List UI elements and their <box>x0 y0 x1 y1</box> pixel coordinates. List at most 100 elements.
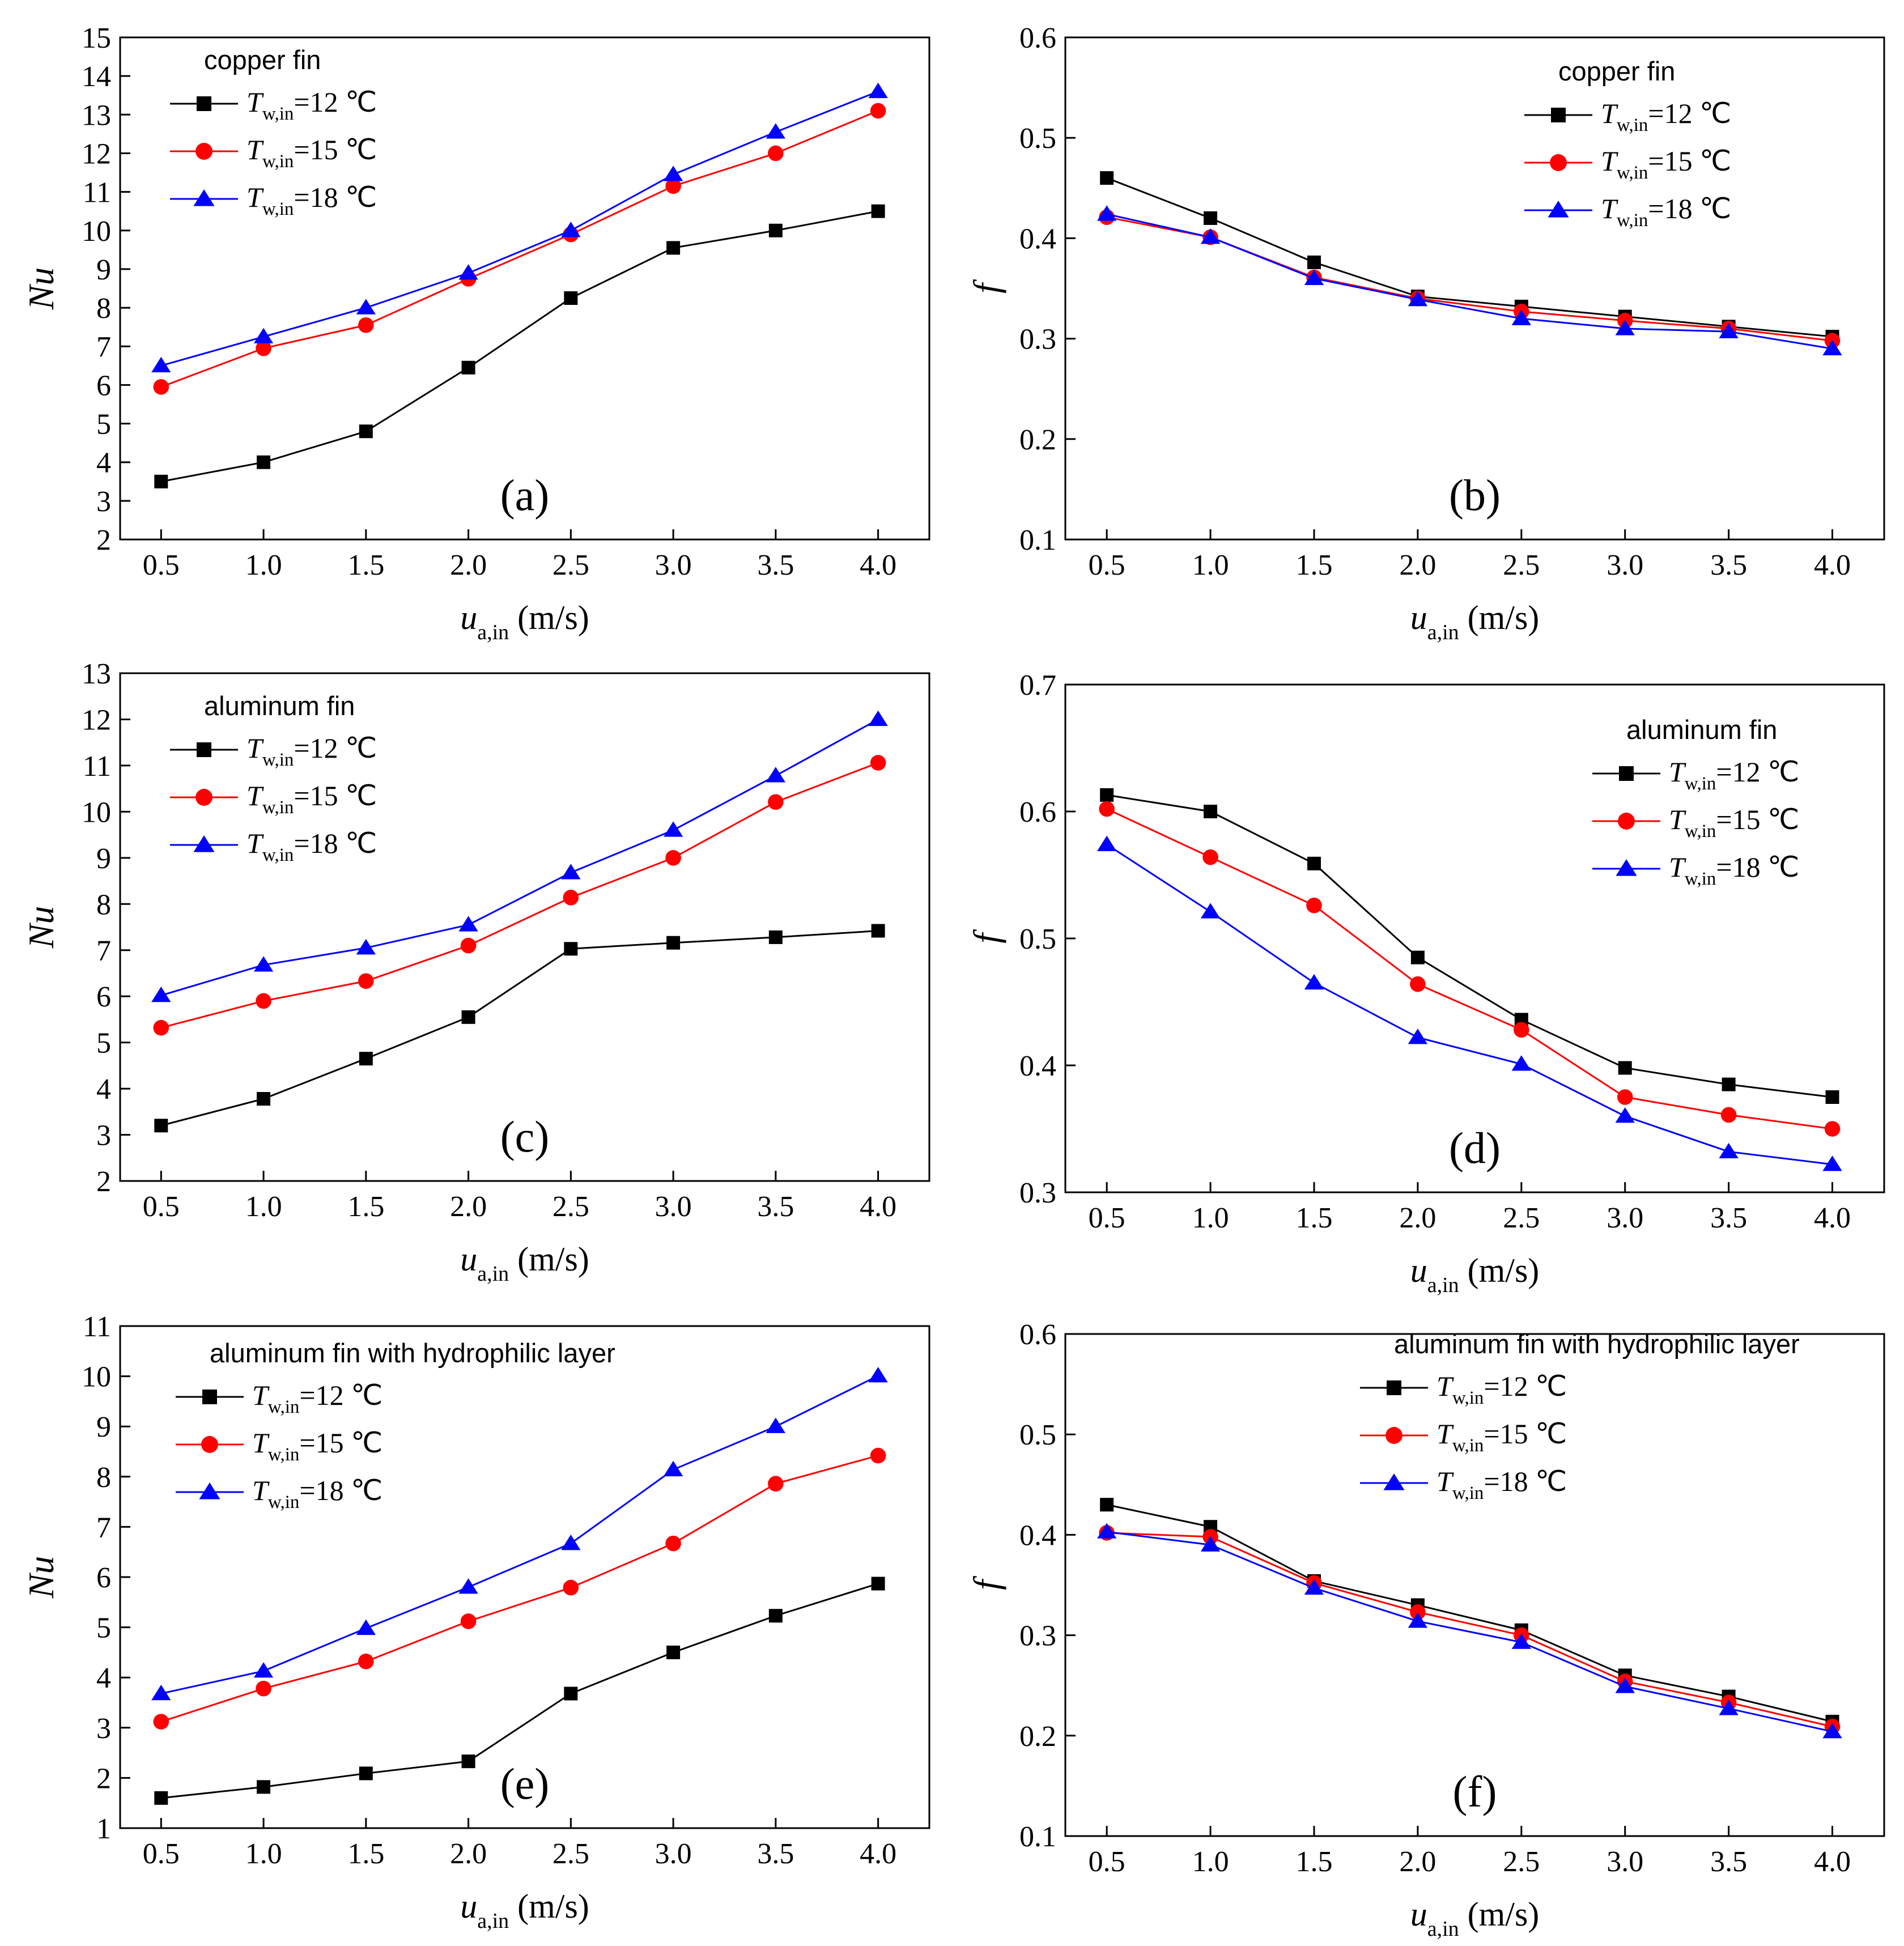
series-line <box>160 91 879 367</box>
data-point <box>1719 1142 1739 1159</box>
x-tick-label: 1.5 <box>347 1838 384 1870</box>
data-point <box>1410 1604 1426 1620</box>
data-point <box>151 356 171 373</box>
data-point <box>257 455 271 469</box>
data-point <box>358 973 374 989</box>
legend-marker <box>197 96 211 111</box>
legend-symbol: T <box>246 134 264 165</box>
legend-symbol: T <box>246 827 264 859</box>
x-tick-label: 2.0 <box>450 549 487 581</box>
data-point <box>1511 309 1531 325</box>
data-point <box>1617 1089 1633 1105</box>
x-tick-label: 0.5 <box>143 1838 180 1870</box>
series-line <box>160 1375 879 1695</box>
x-tick-label: 4.0 <box>860 1838 896 1870</box>
legend-entry: Tw,in=12 ℃ <box>246 86 377 124</box>
legend-value: =12 ℃ <box>1648 97 1731 129</box>
x-axis-subscript: a,in <box>1427 1917 1459 1941</box>
x-tick-label: 0.5 <box>143 1191 180 1223</box>
legend-entry: Tw,in=12 ℃ <box>1436 1370 1567 1408</box>
legend-symbol: T <box>1436 1370 1454 1402</box>
legend-marker <box>193 835 215 852</box>
data-point <box>253 328 274 343</box>
y-tick-label: 11 <box>83 177 111 209</box>
data-point <box>1511 1055 1531 1071</box>
legend-symbol: T <box>1601 193 1618 224</box>
x-tick-label: 3.0 <box>1606 1202 1643 1234</box>
y-tick-label: 0.6 <box>1019 22 1056 54</box>
legend-symbol: T <box>1669 756 1686 788</box>
data-point <box>768 1476 784 1492</box>
x-tick-label: 2.0 <box>1399 1202 1436 1234</box>
legend-value: =18 ℃ <box>294 827 377 859</box>
legend-value: =12 ℃ <box>294 86 377 118</box>
data-point <box>564 291 578 305</box>
plot-frame <box>119 36 930 541</box>
data-point <box>564 1686 578 1701</box>
data-point <box>1615 1677 1635 1693</box>
legend-entry: Tw,in=18 ℃ <box>246 181 377 219</box>
x-axis-symbol: u <box>1410 1252 1427 1289</box>
x-axis-label: ua,in (m/s) <box>460 599 589 644</box>
y-tick-label: 5 <box>96 409 111 441</box>
data-point <box>1511 1633 1531 1649</box>
data-point <box>1307 255 1321 269</box>
data-point <box>1200 903 1221 919</box>
data-point <box>1200 1536 1221 1552</box>
legend-subscript: w,in <box>262 151 294 172</box>
legend-subscript: w,in <box>1452 1388 1484 1408</box>
data-point <box>153 1714 169 1730</box>
data-point <box>766 1417 786 1433</box>
y-axis-label: f <box>966 1575 1006 1590</box>
legend-marker <box>1383 1473 1405 1490</box>
x-axis-unit: (m/s) <box>509 1888 589 1925</box>
data-point <box>665 850 681 866</box>
data-point <box>358 317 374 333</box>
x-tick-label: 1.0 <box>245 549 282 581</box>
y-axis-label: f <box>966 279 1006 294</box>
data-point <box>870 755 886 771</box>
legend-entry: Tw,in=15 ℃ <box>246 134 377 172</box>
data-point <box>564 942 578 956</box>
legend: aluminum fin with hydrophilic layer Tw,in… <box>1360 1329 1800 1503</box>
data-point <box>458 264 478 280</box>
y-tick-label: 11 <box>83 750 111 783</box>
y-tick-label: 0.5 <box>1019 923 1056 955</box>
legend-symbol: T <box>1669 851 1686 883</box>
data-point <box>1099 801 1115 817</box>
x-tick-label: 0.5 <box>143 549 180 581</box>
legend-symbol: T <box>1436 1418 1454 1450</box>
y-tick-label: 10 <box>82 796 111 828</box>
chart-panel-2: 0.5 1.0 1.5 2.0 2.5 3.0 3.5 4.0 0.1 0.2 0.3 0.4 0.5 0… <box>966 22 1885 644</box>
legend-subscript: w,in <box>262 104 294 124</box>
data-point <box>154 1119 168 1133</box>
legend-marker <box>1387 1380 1401 1395</box>
data-point <box>870 103 886 119</box>
data-point <box>1410 950 1425 964</box>
legend-value: =12 ℃ <box>294 732 377 764</box>
legend-value: =12 ℃ <box>1716 756 1799 788</box>
series-1 <box>1100 788 1839 1104</box>
legend-entry: Tw,in=15 ℃ <box>1436 1418 1567 1456</box>
series-1 <box>154 204 885 488</box>
y-tick-label: 7 <box>96 935 111 967</box>
data-point <box>871 924 885 938</box>
x-axis-unit: (m/s) <box>1459 1896 1540 1933</box>
data-point <box>563 1579 579 1596</box>
data-point <box>868 82 888 99</box>
legend-title: aluminum fin with hydrophilic layer <box>210 1338 615 1368</box>
x-axis-symbol: u <box>1410 1896 1427 1933</box>
legend-entry: Tw,in=15 ℃ <box>246 780 377 818</box>
y-tick-label: 0.4 <box>1019 223 1056 255</box>
data-point <box>154 474 168 488</box>
data-point <box>1822 339 1842 356</box>
x-axis-label: ua,in (m/s) <box>1410 599 1540 644</box>
x-tick-label: 1.5 <box>1295 549 1332 581</box>
y-tick-label: 0.4 <box>1019 1519 1056 1552</box>
legend-value: =18 ℃ <box>1648 193 1731 224</box>
legend-title: aluminum fin <box>204 691 355 721</box>
data-point <box>871 204 885 218</box>
y-tick-label: 9 <box>96 1411 111 1443</box>
